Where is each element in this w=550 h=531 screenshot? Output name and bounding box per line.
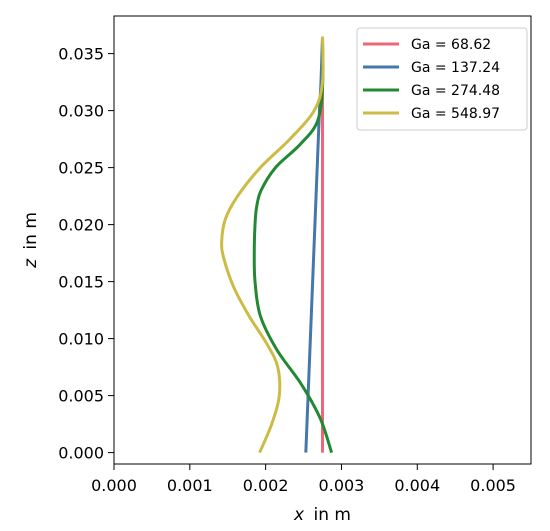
y-tick-label: 0.035 xyxy=(58,45,104,64)
legend-entry: Ga = 548.97 xyxy=(411,106,500,122)
x-axis-ticks: 0.000 0.001 0.002 0.003 0.004 0.005 xyxy=(91,464,516,495)
legend-entry: Ga = 137.24 xyxy=(411,60,500,76)
x-tick-label: 0.001 xyxy=(167,476,213,495)
y-axis-label: z in m xyxy=(21,212,41,269)
series-line-2 xyxy=(252,36,334,454)
y-tick-label: 0.030 xyxy=(58,102,104,121)
y-tick-label: 0.020 xyxy=(58,216,104,235)
y-tick-label: 0.015 xyxy=(58,273,104,292)
y-axis-ticks: 0.000 0.005 0.010 0.015 0.020 0.025 0.030 0.035 xyxy=(58,45,114,463)
x-tick-label: 0.004 xyxy=(394,476,440,495)
series-line-3 xyxy=(220,36,325,454)
x-axis-label: x in m xyxy=(293,505,351,525)
series-lines xyxy=(220,36,334,454)
y-tick-label: 0.025 xyxy=(58,159,104,178)
x-tick-label: 0.005 xyxy=(470,476,516,495)
legend-entry: Ga = 68.62 xyxy=(411,37,491,53)
plot-frame xyxy=(113,15,532,465)
y-tick-label: 0.010 xyxy=(58,330,104,349)
legend-entry: Ga = 274.48 xyxy=(411,83,500,99)
y-axis-var: z xyxy=(21,258,41,269)
x-tick-label: 0.003 xyxy=(319,476,365,495)
x-tick-label: 0.000 xyxy=(91,476,137,495)
y-axis-unit: in m xyxy=(21,212,41,249)
x-tick-label: 0.002 xyxy=(243,476,289,495)
x-axis-var: x xyxy=(293,505,305,525)
legend: Ga = 68.62 Ga = 137.24 Ga = 274.48 Ga = … xyxy=(356,27,528,131)
legend-box xyxy=(356,27,528,131)
y-tick-label: 0.005 xyxy=(58,387,104,406)
y-tick-label: 0.000 xyxy=(58,444,104,463)
x-axis-unit: in m xyxy=(314,505,351,525)
